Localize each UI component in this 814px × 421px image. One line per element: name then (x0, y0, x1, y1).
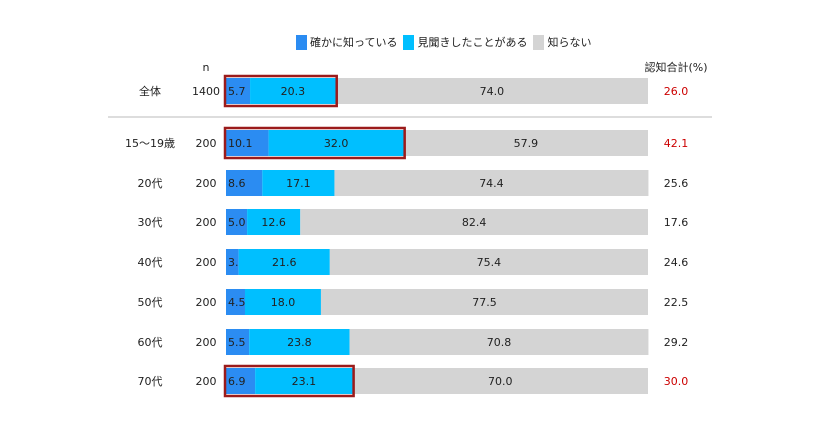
legend-label-heard: 見聞きしたことがある (417, 36, 528, 49)
total-label: 29.2 (664, 336, 689, 349)
bar-segment-heard (268, 130, 404, 156)
bar-segment-heard (238, 249, 330, 275)
category-label: 60代 (138, 336, 163, 349)
bar-segment-known (226, 249, 239, 275)
data-label: 23.1 (292, 375, 317, 388)
bar-segment-unknown (329, 249, 648, 275)
data-label: 57.9 (514, 137, 539, 150)
legend-swatch-heard (403, 34, 415, 50)
data-label: 82.4 (462, 216, 487, 229)
data-label: 10.1 (228, 137, 253, 150)
total-label: 17.6 (664, 216, 689, 229)
data-label: 20.3 (281, 85, 306, 98)
bar-segment-known (226, 78, 251, 104)
highlight-box (223, 364, 355, 398)
legend-label-unknown: 知らない (547, 36, 592, 49)
n-label: 1400 (192, 85, 220, 98)
n-label: 200 (196, 296, 217, 309)
n-label: 200 (196, 256, 217, 269)
bar-segment-heard (250, 78, 336, 104)
total-label: 30.0 (664, 375, 689, 388)
bar-segment-unknown (300, 209, 648, 235)
bar-segment-known (226, 329, 250, 355)
bar-row: 50代 200 4.5 18.0 77.5 22.5 (138, 289, 689, 315)
data-label: 5.0 (228, 216, 246, 229)
data-label: 77.5 (472, 296, 497, 309)
legend-swatch-known (296, 34, 307, 50)
bar-row: 70代 200 6.9 23.1 70.0 30.0 (138, 364, 689, 398)
legend-item-known: 確かに知っている (296, 34, 397, 50)
data-label: 5.7 (228, 85, 246, 98)
n-label: 200 (196, 216, 217, 229)
category-label: 20代 (138, 177, 163, 190)
data-label: 6.9 (228, 375, 246, 388)
bar-segment-known (226, 368, 256, 394)
legend-swatch-unknown (533, 34, 545, 50)
bar-segment-unknown (320, 289, 648, 315)
total-label: 25.6 (664, 177, 689, 190)
bar-row: 30代 200 5.0 12.6 82.4 17.6 (138, 209, 689, 235)
bar-row: 全体 1400 5.7 20.3 74.0 26.0 (139, 74, 689, 108)
category-label: 15～19歳 (125, 137, 175, 150)
data-label: 75.4 (477, 256, 502, 269)
data-label: 5.5 (228, 336, 246, 349)
data-label: 12.6 (261, 216, 286, 229)
category-label: 30代 (138, 216, 163, 229)
bar-segment-known (226, 170, 263, 196)
n-label: 200 (196, 375, 217, 388)
total-label: 26.0 (664, 85, 689, 98)
bar-segment-heard (262, 170, 335, 196)
total-column-header: 認知合計(%) (644, 60, 707, 74)
bar-row: 15～19歳 200 10.1 32.0 57.9 42.1 (125, 126, 689, 160)
highlight-box (223, 126, 406, 160)
bar-segment-unknown (349, 329, 649, 355)
bar-row: 60代 200 5.5 23.8 70.8 29.2 (138, 329, 689, 355)
legend-label-known: 確かに知っている (310, 36, 398, 49)
data-label: 70.0 (488, 375, 513, 388)
data-label: 74.4 (479, 177, 504, 190)
n-label: 200 (196, 137, 217, 150)
total-label: 22.5 (664, 296, 689, 309)
bar-segment-known (226, 289, 245, 315)
chart-legend: 確かに知っている 見聞きしたことがある 知らない (296, 34, 597, 50)
data-label: 23.8 (287, 336, 312, 349)
data-label: 74.0 (480, 85, 505, 98)
bar-segment-unknown (335, 78, 648, 104)
bar-segment-heard (249, 329, 350, 355)
legend-item-unknown: 知らない (533, 34, 591, 50)
total-label: 42.1 (664, 137, 689, 150)
bar-segment-heard (244, 289, 321, 315)
n-label: 200 (196, 336, 217, 349)
bars-group: 全体 1400 5.7 20.3 74.0 26.0 15～19歳 200 10.1 32.0 57… (125, 74, 689, 398)
n-column-header: n (203, 61, 210, 74)
data-label: 21.6 (272, 256, 297, 269)
total-label: 24.6 (664, 256, 689, 269)
highlight-box (223, 74, 338, 108)
data-label: 17.1 (286, 177, 311, 190)
data-label: 70.8 (487, 336, 512, 349)
data-label: 8.6 (228, 177, 246, 190)
data-label: 32.0 (324, 137, 349, 150)
bar-segment-known (226, 209, 248, 235)
data-label: 4.5 (228, 296, 246, 309)
category-label: 全体 (139, 84, 161, 98)
category-label: 50代 (138, 296, 163, 309)
data-label: 18.0 (271, 296, 296, 309)
n-label: 200 (196, 177, 217, 190)
bar-row: 20代 200 8.6 17.1 74.4 25.6 (138, 170, 689, 196)
category-label: 40代 (138, 256, 163, 269)
bar-segment-unknown (334, 170, 649, 196)
bar-segment-unknown (352, 368, 648, 394)
bar-row: 40代 200 3.0 21.6 75.4 24.6 (138, 249, 689, 275)
bar-segment-known (226, 130, 269, 156)
bar-segment-heard (255, 368, 353, 394)
category-label: 70代 (138, 375, 163, 388)
bar-segment-unknown (403, 130, 648, 156)
legend-item-heard: 見聞きしたことがある (403, 34, 527, 50)
bar-segment-heard (247, 209, 301, 235)
